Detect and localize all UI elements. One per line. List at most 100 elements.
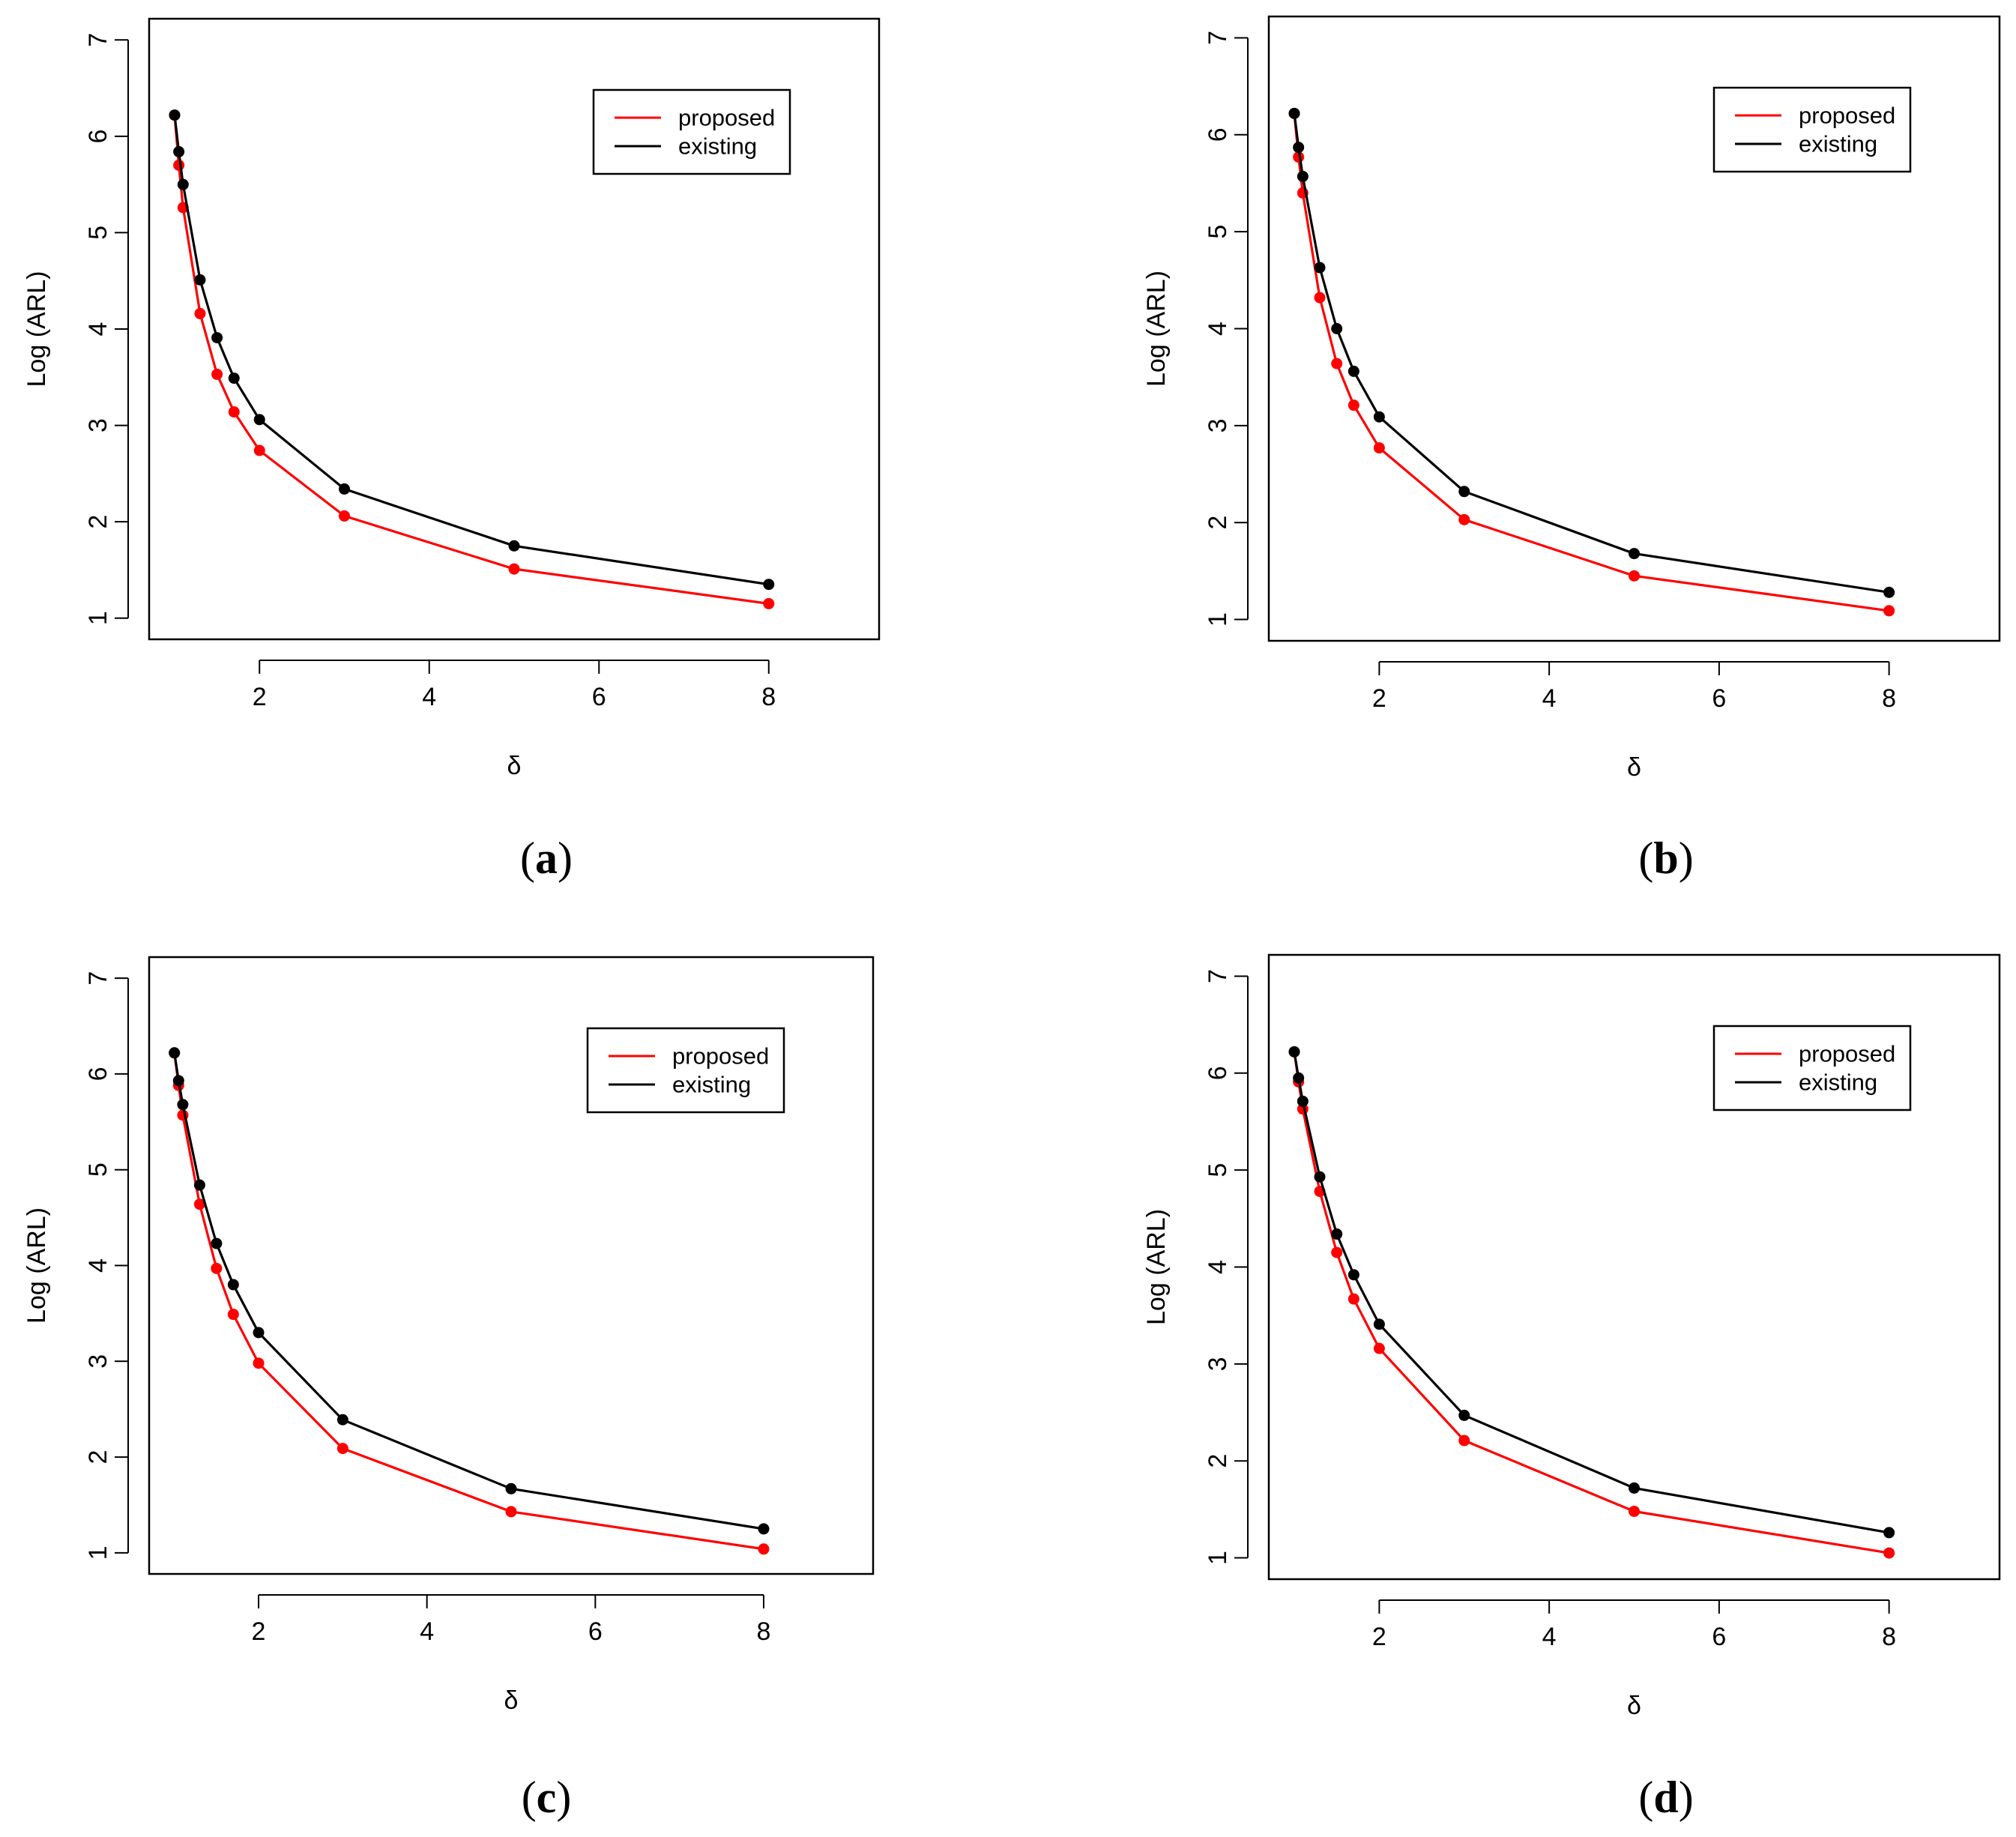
x-tick-label: 2 — [252, 1617, 266, 1646]
y-axis-label: Log (ARL) — [1142, 271, 1171, 387]
data-point-proposed — [1331, 358, 1343, 369]
x-tick-label: 4 — [1542, 1623, 1557, 1651]
data-point-proposed — [1331, 1246, 1343, 1258]
legend-box — [592, 88, 791, 175]
x-tick-label: 8 — [761, 683, 776, 711]
x-axis: 2 4 6 8 δ — [253, 660, 776, 780]
legend-label-proposed: proposed — [1799, 1041, 1895, 1067]
data-point-existing — [1293, 142, 1305, 154]
y-axis-label: Log (ARL) — [22, 271, 51, 387]
y-tick-label: 7 — [84, 33, 112, 47]
legend-label-proposed: proposed — [678, 105, 775, 131]
series-line-existing — [173, 1052, 764, 1530]
legend-label-proposed: proposed — [1799, 103, 1895, 129]
chart-panel-d: 2 4 6 8 δ 1 2 3 4 5 6 7 Log (ARL) proposed existing (d) — [1142, 953, 2001, 1822]
data-point-existing — [336, 1414, 348, 1426]
series-line-existing — [1293, 113, 1889, 594]
data-point-proposed — [758, 1543, 770, 1555]
y-tick-label: 5 — [1204, 225, 1232, 239]
y-axis: 1 2 3 4 5 6 7 Log (ARL) — [1142, 31, 1249, 627]
data-point-existing — [172, 1075, 184, 1087]
y-tick-label: 4 — [84, 1258, 112, 1273]
legend-box — [1712, 86, 1912, 173]
x-tick-label: 6 — [592, 683, 606, 711]
y-axis-label: Log (ARL) — [1142, 1209, 1171, 1325]
x-tick-label: 8 — [757, 1617, 771, 1646]
series-line-proposed — [1293, 113, 1889, 612]
data-point-proposed — [336, 1443, 348, 1455]
data-point-existing — [338, 483, 350, 495]
series-proposed — [1288, 107, 1895, 617]
series-proposed — [169, 1047, 770, 1555]
panel-caption-letter: a — [535, 833, 558, 883]
plot-frame — [148, 956, 875, 1575]
data-point-existing — [1883, 586, 1895, 598]
series-proposed — [1288, 1046, 1895, 1559]
data-point-existing — [508, 540, 520, 552]
x-tick-label: 8 — [1882, 684, 1896, 713]
plot-frame — [1267, 15, 2001, 642]
series-line-proposed — [173, 1052, 764, 1551]
x-tick-label: 4 — [422, 683, 436, 711]
data-point-proposed — [211, 368, 223, 380]
y-axis: 1 2 3 4 5 6 7 Log (ARL) — [1142, 969, 1249, 1565]
x-tick-label: 6 — [588, 1617, 603, 1646]
x-axis-label: δ — [507, 752, 522, 780]
series-line-proposed — [173, 115, 770, 605]
data-point-proposed — [508, 563, 520, 575]
x-axis-label: δ — [1627, 1692, 1641, 1720]
x-tick-label: 2 — [253, 683, 267, 711]
panel-caption-letter: b — [1653, 833, 1678, 883]
data-point-proposed — [763, 597, 775, 609]
y-tick-label: 6 — [84, 129, 112, 143]
data-point-proposed — [211, 1262, 223, 1274]
data-point-existing — [211, 332, 223, 344]
y-tick-label: 2 — [1204, 516, 1232, 530]
data-point-existing — [1288, 1046, 1300, 1058]
series-line-proposed — [1293, 1052, 1889, 1554]
data-point-existing — [1458, 486, 1470, 498]
panel-caption: (d) — [1638, 1773, 1693, 1822]
data-point-existing — [1883, 1527, 1895, 1539]
data-point-proposed — [1629, 1505, 1640, 1517]
data-point-existing — [211, 1237, 223, 1249]
data-point-proposed — [253, 444, 265, 456]
data-point-existing — [1314, 262, 1326, 274]
data-point-existing — [177, 1099, 189, 1111]
y-tick-label: 5 — [84, 1162, 112, 1177]
data-point-existing — [758, 1523, 770, 1535]
data-point-proposed — [227, 1309, 239, 1321]
series-existing — [169, 1047, 770, 1535]
data-point-proposed — [173, 159, 185, 171]
data-point-proposed — [1629, 570, 1640, 582]
y-tick-label: 2 — [84, 1450, 112, 1465]
data-point-existing — [169, 109, 181, 121]
y-tick-label: 1 — [1204, 612, 1232, 627]
data-point-existing — [1629, 548, 1640, 560]
data-point-existing — [169, 1047, 181, 1059]
data-point-proposed — [1347, 1293, 1359, 1305]
y-tick-label: 3 — [84, 1354, 112, 1369]
data-point-proposed — [1347, 399, 1359, 411]
data-point-existing — [227, 1279, 239, 1291]
series-proposed — [169, 109, 775, 609]
y-tick-label: 4 — [1204, 1260, 1232, 1274]
y-tick-label: 7 — [1204, 969, 1232, 983]
data-point-existing — [1297, 1095, 1309, 1107]
data-point-existing — [194, 274, 206, 286]
data-point-existing — [253, 1327, 265, 1339]
data-point-existing — [253, 414, 265, 426]
legend-box — [1712, 1025, 1912, 1111]
x-tick-label: 2 — [1372, 1623, 1386, 1651]
x-axis: 2 4 6 8 δ — [252, 1594, 771, 1715]
data-point-proposed — [1458, 1435, 1470, 1447]
data-point-proposed — [505, 1506, 517, 1518]
y-tick-label: 2 — [84, 515, 112, 529]
y-tick-label: 3 — [1204, 418, 1232, 432]
legend-label-existing: existing — [672, 1072, 751, 1098]
